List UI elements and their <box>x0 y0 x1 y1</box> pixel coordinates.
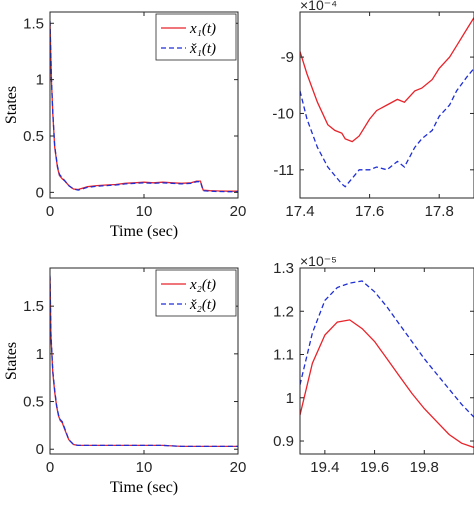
legend: x₁(t) x̌₁(t) <box>155 13 237 61</box>
y-tick-label: 0 <box>36 441 44 458</box>
chart-panel-bottom-right: 19.4 19.6 19.8 0.9 1 1.1 1.2 1.3 ×10⁻⁵ <box>273 253 474 476</box>
series-line-x-check <box>300 67 474 188</box>
series-line-x-check <box>50 20 238 193</box>
x-tick-label: 0 <box>46 459 54 476</box>
legend-label: x₁(t) <box>189 21 216 37</box>
legend-box <box>155 13 237 61</box>
y-tick-label: 0.5 <box>23 128 44 145</box>
y-tick-label: 0.5 <box>23 394 44 411</box>
chart-panel-bottom-left: 0 10 20 0 0.5 1 1.5 Time (sec) States x₂(t) x̌₂(t) <box>3 267 247 496</box>
y-exponent-label: ×10⁻⁵ <box>300 253 337 269</box>
legend-label: x̌₁(t) <box>189 41 216 57</box>
y-axis-label: States <box>3 342 20 380</box>
series-line-x <box>300 17 474 143</box>
x-tick-label: 20 <box>230 203 247 220</box>
y-tick-label: 1.3 <box>273 260 294 277</box>
y-tick-label: -11 <box>273 162 294 179</box>
y-tick-label: -9 <box>281 49 294 66</box>
legend-label: x₂(t) <box>189 277 216 293</box>
x-tick-label: 10 <box>136 203 153 220</box>
chart-panel-top-right: 17.4 17.6 17.8 -11 -10 -9 ×10⁻⁴ <box>272 0 474 220</box>
x-axis-label: Time (sec) <box>110 479 178 496</box>
x-tick-label: 19.6 <box>360 459 389 476</box>
y-exponent-label: ×10⁻⁴ <box>300 0 337 13</box>
y-tick-label: 1 <box>286 390 294 407</box>
legend-box <box>155 269 237 317</box>
axes-box <box>299 267 474 455</box>
legend-label: x̌₂(t) <box>189 297 216 313</box>
x-axis-label: Time (sec) <box>110 223 178 240</box>
y-tick-label: 1.1 <box>273 347 294 364</box>
axes-box <box>299 11 474 199</box>
series-line-x-check <box>300 280 474 418</box>
y-tick-label: 1 <box>36 346 44 363</box>
x-tick-label: 10 <box>136 459 153 476</box>
x-tick-label: 17.6 <box>355 203 384 220</box>
x-tick-label: 17.8 <box>425 203 454 220</box>
series-line-x <box>300 319 474 449</box>
y-axis-label: States <box>3 86 20 124</box>
y-tick-label: 0.9 <box>273 433 294 450</box>
chart-panel-top-left: 0 10 20 0 0.5 1 1.5 Time (sec) States x₁(t) x̌₁(t) <box>3 11 247 240</box>
y-tick-label: -10 <box>272 105 294 122</box>
y-tick-label: 0 <box>36 184 44 201</box>
y-tick-label: 1.5 <box>23 15 44 32</box>
x-tick-label: 20 <box>230 459 247 476</box>
x-tick-label: 19.8 <box>410 459 439 476</box>
y-tick-label: 1.5 <box>23 298 44 315</box>
y-tick-label: 1 <box>36 72 44 89</box>
x-tick-label: 17.4 <box>285 203 314 220</box>
legend: x₂(t) x̌₂(t) <box>155 269 237 317</box>
y-tick-label: 1.2 <box>273 303 294 320</box>
series-line-x-check <box>50 275 238 448</box>
x-tick-label: 0 <box>46 203 54 220</box>
x-tick-label: 19.4 <box>310 459 339 476</box>
